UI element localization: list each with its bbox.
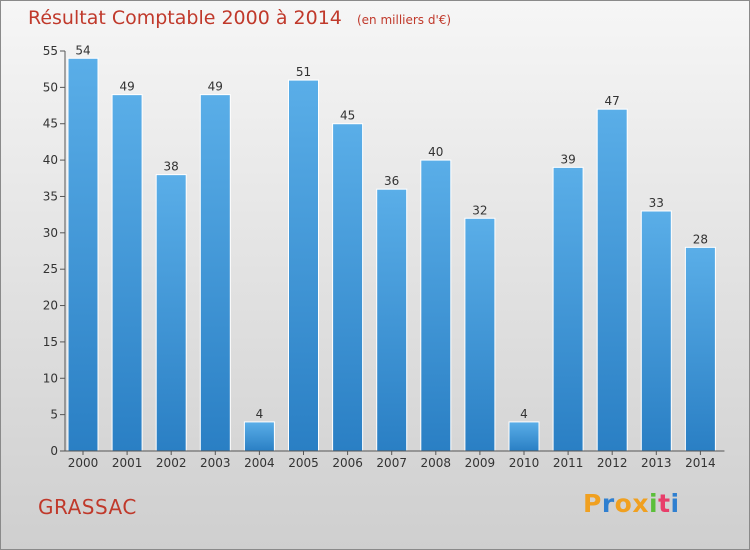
data-label: 40 <box>428 145 443 159</box>
chart-header: Résultat Comptable 2000 à 2014 (en milli… <box>28 7 451 29</box>
chart-title: Résultat Comptable 2000 à 2014 <box>28 7 342 29</box>
y-tick-label: 40 <box>43 153 58 167</box>
commune-name: GRASSAC <box>38 495 137 519</box>
bar <box>288 79 319 452</box>
y-tick-label: 0 <box>50 444 58 458</box>
logo-letter: t <box>658 489 671 518</box>
bar <box>552 166 584 452</box>
x-tick-label: 2006 <box>332 456 363 470</box>
data-label: 47 <box>605 94 620 108</box>
x-tick-label: 2003 <box>200 456 231 470</box>
bar <box>332 123 364 452</box>
x-tick-label: 2011 <box>553 456 584 470</box>
y-tick-label: 35 <box>43 189 58 203</box>
y-tick-label: 50 <box>43 80 58 94</box>
y-tick-label: 5 <box>50 408 58 422</box>
data-label: 51 <box>296 65 311 79</box>
x-tick-label: 2010 <box>509 456 540 470</box>
data-label: 32 <box>472 203 487 217</box>
data-label: 39 <box>560 152 575 166</box>
logo-letter: r <box>601 489 615 518</box>
data-label: 45 <box>340 109 355 123</box>
bar <box>640 210 672 452</box>
logo-letter: P <box>583 489 602 518</box>
x-tick-label: 2012 <box>597 456 628 470</box>
x-tick-label: 2000 <box>68 456 99 470</box>
x-tick-label: 2002 <box>156 456 187 470</box>
bar <box>199 94 231 452</box>
data-label: 38 <box>164 160 179 174</box>
bar <box>596 108 628 452</box>
bar <box>508 421 540 452</box>
data-label: 54 <box>75 43 90 57</box>
y-tick-label: 55 <box>43 44 58 58</box>
x-tick-label: 2001 <box>112 456 143 470</box>
x-tick-label: 2004 <box>244 456 275 470</box>
data-label: 28 <box>693 232 708 246</box>
y-tick-label: 15 <box>43 335 58 349</box>
x-tick-label: 2013 <box>641 456 672 470</box>
y-tick-label: 25 <box>43 262 58 276</box>
bar <box>376 188 408 452</box>
proxiti-logo[interactable]: Proxiti <box>583 489 680 518</box>
bar <box>684 246 716 452</box>
y-tick-label: 10 <box>43 371 58 385</box>
data-label: 33 <box>649 196 664 210</box>
x-tick-label: 2007 <box>376 456 407 470</box>
bar <box>464 217 496 452</box>
bar <box>420 159 452 452</box>
data-label: 36 <box>384 174 399 188</box>
chart-subtitle: (en milliers d'€) <box>356 13 452 27</box>
logo-letter: x <box>632 489 649 518</box>
y-tick-label: 45 <box>43 117 58 131</box>
bar <box>111 94 143 452</box>
logo-letter: i <box>670 489 680 518</box>
x-tick-label: 2005 <box>288 456 319 470</box>
bar <box>155 174 187 452</box>
x-tick-label: 2014 <box>685 456 716 470</box>
bar <box>243 421 275 452</box>
y-tick-label: 30 <box>43 226 58 240</box>
x-tick-label: 2009 <box>465 456 496 470</box>
x-tick-label: 2008 <box>421 456 452 470</box>
logo-letter: o <box>614 489 633 518</box>
data-label: 49 <box>119 80 134 94</box>
data-label: 49 <box>208 80 223 94</box>
data-label: 4 <box>520 407 528 421</box>
data-label: 4 <box>256 407 264 421</box>
logo-letter: i <box>649 489 659 518</box>
y-tick-label: 20 <box>43 299 58 313</box>
bar <box>67 57 99 452</box>
